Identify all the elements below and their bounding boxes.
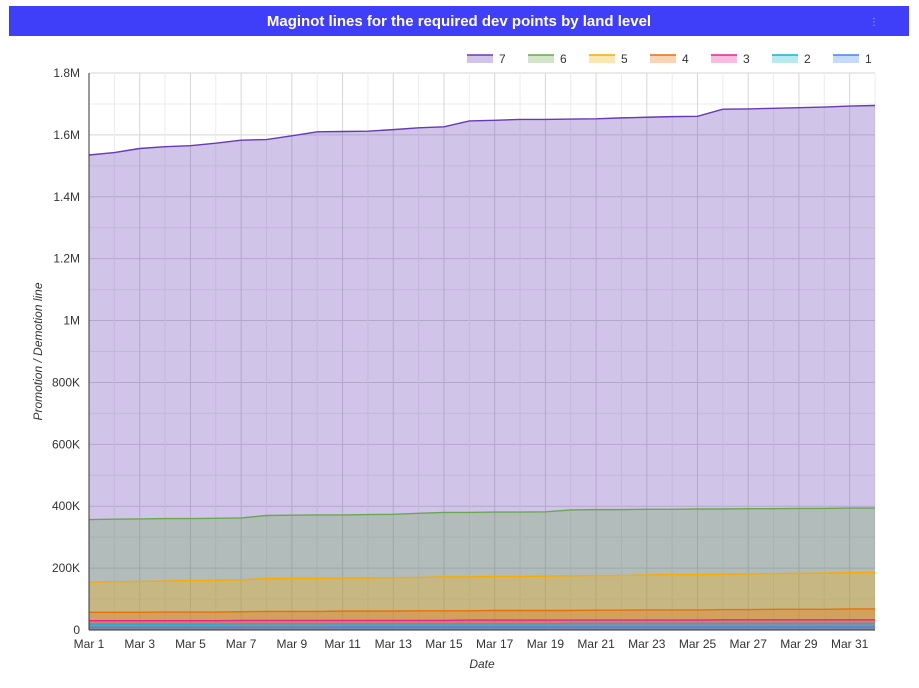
- line-series-4[interactable]: [89, 608, 875, 614]
- legend-label: 2: [804, 52, 811, 66]
- x-tick-label: Mar 23: [628, 637, 666, 651]
- x-tick-label: Mar 25: [679, 637, 717, 651]
- x-tick-label: Mar 17: [476, 637, 514, 651]
- legend-item-6[interactable]: 6: [528, 52, 567, 66]
- y-axis-title: Promotion / Demotion line: [31, 282, 45, 420]
- x-tick-label: Mar 1: [74, 637, 105, 651]
- more-options-icon[interactable]: ⋮: [869, 17, 879, 28]
- line-series-5[interactable]: [88, 571, 876, 583]
- y-tick-label: 1M: [63, 314, 80, 328]
- y-tick-label: 800K: [52, 375, 80, 389]
- y-tick-label: 600K: [52, 437, 80, 451]
- axes: 0 200K 400K 600K 800K 1M 1.2M 1.4M 1.6M 1.8M Mar 1…: [52, 66, 875, 651]
- y-tick-label: 1.4M: [53, 190, 80, 204]
- area-series-7: [89, 105, 875, 631]
- x-tick-label: Mar 19: [527, 637, 565, 651]
- legend-swatch: [467, 55, 493, 63]
- area-series-5: [89, 572, 875, 630]
- legend: 7 6 5 4 3 2 1: [467, 52, 872, 66]
- y-tick-label: 400K: [52, 499, 80, 513]
- x-tick-label: Mar 21: [577, 637, 615, 651]
- line-series-6[interactable]: [88, 507, 875, 521]
- x-tick-label: Mar 7: [226, 637, 257, 651]
- x-tick-label: Mar 27: [730, 637, 768, 651]
- x-tick-label: Mar 11: [324, 637, 361, 651]
- legend-item-1[interactable]: 1: [833, 52, 872, 66]
- line-series-7[interactable]: [88, 104, 876, 156]
- legend-item-2[interactable]: 2: [772, 52, 811, 66]
- legend-swatch: [833, 55, 859, 63]
- legend-item-7[interactable]: 7: [467, 52, 506, 66]
- legend-swatch: [772, 55, 798, 63]
- legend-swatch: [711, 55, 737, 63]
- legend-item-4[interactable]: 4: [650, 52, 689, 66]
- line-series-2[interactable]: [89, 622, 875, 625]
- x-tick-label: Mar 3: [124, 637, 155, 651]
- legend-label: 7: [499, 52, 506, 66]
- y-tick-label: 0: [73, 623, 80, 637]
- x-tick-label: Mar 9: [276, 637, 307, 651]
- legend-label: 6: [560, 52, 567, 66]
- legend-label: 4: [682, 52, 689, 66]
- x-tick-label: Mar 31: [831, 637, 869, 651]
- y-tick-label: 1.6M: [53, 128, 80, 142]
- legend-label: 3: [743, 52, 750, 66]
- legend-label: 5: [621, 52, 628, 66]
- legend-item-3[interactable]: 3: [711, 52, 750, 66]
- line-series-3[interactable]: [89, 619, 875, 622]
- x-tick-label: Mar 5: [175, 637, 206, 651]
- y-tick-label: 1.2M: [53, 252, 80, 266]
- x-tick-label: Mar 15: [425, 637, 463, 651]
- legend-label: 1: [865, 52, 872, 66]
- y-tick-label: 200K: [52, 561, 80, 575]
- chart-title: Maginot lines for the required dev point…: [266, 12, 652, 30]
- area-series-6: [89, 508, 875, 630]
- legend-swatch: [650, 55, 676, 63]
- x-axis-title: Date: [469, 657, 495, 671]
- legend-swatch: [528, 55, 554, 63]
- chart-title-bar: Maginot lines for the required dev point…: [9, 6, 909, 36]
- legend-swatch: [589, 55, 615, 63]
- y-tick-label: 1.8M: [53, 66, 80, 80]
- x-tick-label: Mar 13: [375, 637, 413, 651]
- x-tick-label: Mar 29: [780, 637, 818, 651]
- series-areas: [88, 104, 876, 631]
- legend-item-5[interactable]: 5: [589, 52, 628, 66]
